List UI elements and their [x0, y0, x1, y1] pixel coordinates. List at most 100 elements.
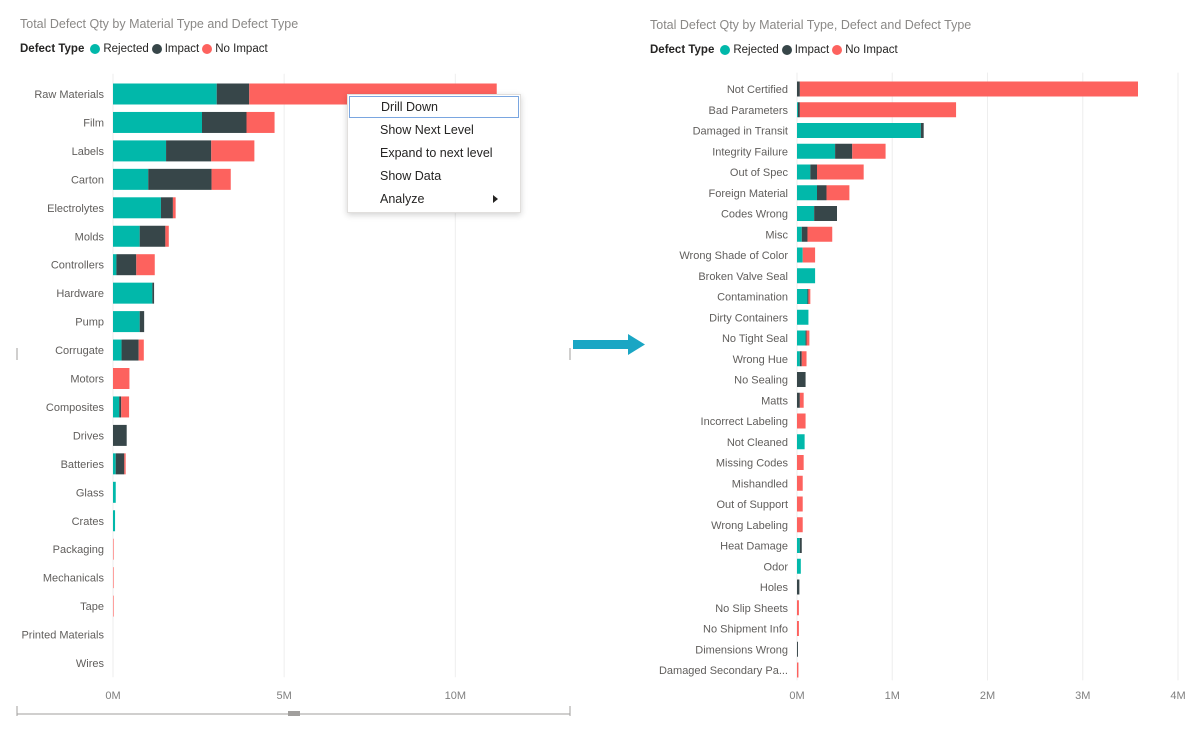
right-bar-foreign-material-impact[interactable] — [817, 185, 827, 201]
right-bar-no-slip-sheets-no-impact[interactable] — [797, 600, 799, 616]
right-bar-wrong-shade-of-color-no-impact[interactable] — [802, 247, 816, 263]
menu-item-show-next-level[interactable]: Show Next Level — [380, 123, 474, 137]
left-bar-labels-no-impact[interactable] — [211, 140, 255, 162]
right-legend-item-rejected[interactable]: Rejected — [720, 44, 779, 56]
right-bar-heat-damage-rejected[interactable] — [797, 538, 800, 553]
right-bar-contamination-rejected[interactable] — [797, 289, 808, 304]
right-bar-damaged-in-transit-impact[interactable] — [920, 123, 924, 138]
right-bar-mishandled-no-impact[interactable] — [797, 475, 803, 491]
left-bar-controllers-no-impact[interactable] — [136, 254, 155, 276]
menu-item-expand-to-next-level[interactable]: Expand to next level — [380, 146, 493, 160]
right-bar-no-tight-seal-no-impact[interactable] — [806, 330, 810, 346]
right-bar-integrity-failure-rejected[interactable] — [797, 143, 836, 159]
left-bar-raw-materials-impact[interactable] — [216, 83, 250, 105]
left-bar-motors-no-impact[interactable] — [113, 368, 130, 389]
right-bar-heat-damage-impact[interactable] — [799, 538, 802, 553]
right-bar-foreign-material-rejected[interactable] — [797, 185, 818, 201]
right-bar-damaged-in-transit-rejected[interactable] — [797, 123, 921, 138]
left-bar-mechanicals-no-impact[interactable] — [113, 567, 114, 589]
left-bar-film-rejected[interactable] — [113, 111, 202, 133]
left-legend-item-rejected[interactable]: Rejected — [90, 43, 149, 55]
right-bar-out-of-support-no-impact[interactable] — [797, 496, 803, 512]
left-bar-molds-rejected[interactable] — [113, 225, 140, 247]
left-bar-carton-impact[interactable] — [148, 168, 212, 190]
left-bar-electrolytes-no-impact[interactable] — [172, 197, 176, 219]
left-bar-electrolytes-rejected[interactable] — [113, 197, 161, 219]
right-bar-bad-parameters-rejected[interactable] — [797, 102, 798, 118]
left-bar-batteries-impact[interactable] — [115, 453, 125, 475]
left-bar-pump-impact[interactable] — [139, 311, 145, 333]
left-bar-corrugate-no-impact[interactable] — [138, 339, 144, 361]
right-bar-contamination-impact[interactable] — [807, 289, 809, 304]
left-bar-molds-impact[interactable] — [139, 225, 166, 247]
left-bar-hardware-impact[interactable] — [152, 282, 155, 304]
right-bar-foreign-material-no-impact[interactable] — [826, 185, 850, 201]
left-bar-controllers-impact[interactable] — [116, 254, 137, 276]
right-bar-contamination-no-impact[interactable] — [808, 289, 811, 304]
right-legend-item-impact[interactable]: Impact — [781, 44, 829, 56]
right-bar-no-tight-seal-rejected[interactable] — [797, 330, 806, 346]
right-bar-holes-impact[interactable] — [797, 579, 800, 595]
right-bar-codes-wrong-impact[interactable] — [814, 206, 838, 221]
right-bar-bad-parameters-no-impact[interactable] — [799, 102, 957, 118]
right-bar-wrong-shade-of-color-rejected[interactable] — [797, 247, 803, 263]
right-bar-no-tight-seal-impact[interactable] — [805, 330, 807, 346]
left-bar-packaging-no-impact[interactable] — [113, 538, 114, 560]
left-bar-crates-rejected[interactable] — [113, 510, 116, 532]
left-bar-film-no-impact[interactable] — [246, 111, 275, 133]
left-bar-composites-no-impact[interactable] — [121, 396, 130, 418]
right-bar-integrity-failure-impact[interactable] — [835, 143, 853, 159]
right-bar-not-cleaned-rejected[interactable] — [797, 434, 805, 450]
right-bar-wrong-hue-rejected[interactable] — [797, 351, 800, 367]
right-bar-missing-codes-no-impact[interactable] — [797, 455, 804, 470]
right-bar-out-of-spec-no-impact[interactable] — [817, 164, 864, 180]
right-bar-odor-rejected[interactable] — [797, 558, 801, 574]
left-bar-labels-impact[interactable] — [166, 140, 212, 162]
left-legend-item-impact[interactable]: Impact — [151, 43, 199, 55]
right-legend-item-no-impact[interactable]: No Impact — [832, 44, 898, 56]
left-bar-batteries-rejected[interactable] — [113, 453, 116, 475]
right-bar-broken-valve-seal-rejected[interactable] — [797, 268, 816, 284]
right-bar-wrong-hue-impact[interactable] — [799, 351, 802, 367]
menu-item-drill-down[interactable]: Drill Down — [349, 96, 519, 118]
right-bar-no-shipment-info-no-impact[interactable] — [797, 621, 799, 636]
left-bar-drives-impact[interactable] — [113, 424, 127, 446]
left-legend-item-no-impact[interactable]: No Impact — [202, 43, 268, 55]
right-bar-incorrect-labeling-no-impact[interactable] — [797, 413, 806, 429]
right-bar-wrong-hue-no-impact[interactable] — [801, 351, 807, 367]
right-bar-dimensions-wrong-impact[interactable] — [797, 641, 798, 657]
left-bar-controllers-rejected[interactable] — [113, 254, 117, 276]
right-bar-integrity-failure-no-impact[interactable] — [852, 143, 886, 159]
right-bar-codes-wrong-rejected[interactable] — [797, 206, 815, 221]
right-bar-not-certified-no-impact[interactable] — [799, 81, 1138, 97]
left-bar-batteries-no-impact[interactable] — [124, 453, 126, 475]
left-bar-composites-rejected[interactable] — [113, 396, 120, 418]
right-bar-matts-impact[interactable] — [797, 392, 800, 408]
right-bar-misc-rejected[interactable] — [797, 226, 802, 242]
left-bar-carton-no-impact[interactable] — [211, 168, 231, 190]
right-bar-out-of-spec-impact[interactable] — [810, 164, 818, 180]
left-bar-hardware-rejected[interactable] — [113, 282, 153, 304]
left-bar-pump-rejected[interactable] — [113, 311, 140, 333]
left-bar-corrugate-impact[interactable] — [121, 339, 139, 361]
right-bar-out-of-spec-rejected[interactable] — [797, 164, 811, 180]
left-bar-glass-rejected[interactable] — [113, 481, 116, 503]
left-bar-corrugate-rejected[interactable] — [113, 339, 122, 361]
right-bar-matts-no-impact[interactable] — [799, 392, 804, 408]
left-bar-molds-no-impact[interactable] — [165, 225, 169, 247]
menu-item-show-data[interactable]: Show Data — [380, 169, 442, 183]
right-bar-misc-no-impact[interactable] — [807, 226, 833, 242]
left-bar-carton-rejected[interactable] — [113, 168, 149, 190]
left-bar-labels-rejected[interactable] — [113, 140, 167, 162]
right-bar-dirty-containers-rejected[interactable] — [797, 309, 809, 325]
left-bar-film-impact[interactable] — [202, 111, 247, 133]
right-bar-wrong-labeling-no-impact[interactable] — [797, 517, 803, 533]
left-bar-electrolytes-impact[interactable] — [160, 197, 173, 219]
right-bar-bad-parameters-impact[interactable] — [797, 102, 800, 118]
menu-item-analyze[interactable]: Analyze — [348, 188, 520, 210]
left-bar-raw-materials-rejected[interactable] — [113, 83, 217, 105]
right-bar-no-sealing-impact[interactable] — [797, 372, 806, 387]
left-bar-composites-impact[interactable] — [119, 396, 122, 418]
left-bar-tape-no-impact[interactable] — [113, 595, 114, 617]
right-bar-damaged-secondary-pa-no-impact[interactable] — [797, 662, 799, 678]
